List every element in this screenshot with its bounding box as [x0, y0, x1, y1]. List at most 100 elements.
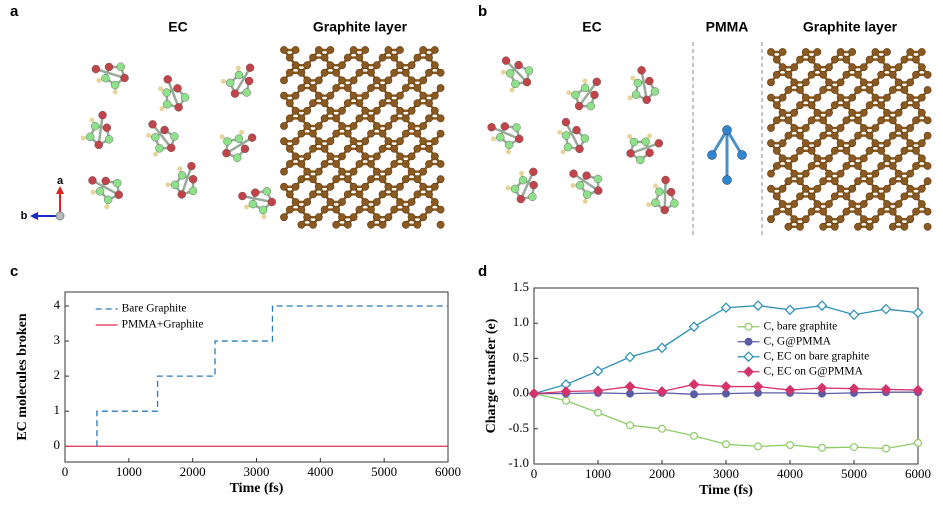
atom	[390, 53, 399, 62]
atom	[877, 101, 886, 110]
atom	[825, 63, 833, 72]
origin	[55, 211, 65, 221]
atom	[490, 136, 496, 142]
panel-label: b	[478, 3, 487, 20]
bond	[225, 136, 253, 155]
marker	[528, 388, 540, 399]
atom	[114, 190, 123, 199]
atom	[251, 188, 260, 197]
marker	[624, 351, 636, 363]
atom	[355, 160, 364, 168]
atom	[384, 167, 393, 176]
atom	[888, 207, 897, 216]
atom	[378, 53, 387, 62]
atom	[436, 220, 445, 229]
atom	[396, 106, 404, 115]
atom	[836, 184, 845, 193]
atom	[772, 55, 781, 64]
atom	[314, 76, 323, 85]
atom	[390, 160, 399, 168]
atom	[871, 184, 880, 193]
atom	[819, 116, 828, 125]
atom	[367, 68, 375, 77]
atom	[378, 99, 387, 108]
atom	[854, 162, 862, 170]
atom	[90, 189, 96, 195]
legend-marker	[744, 337, 753, 346]
atom	[900, 101, 909, 110]
atom	[836, 169, 845, 178]
marker	[656, 342, 668, 354]
atom	[900, 192, 909, 201]
atom	[807, 162, 816, 170]
atom	[158, 86, 164, 92]
atom	[384, 122, 393, 130]
atom	[320, 205, 329, 214]
atom	[314, 167, 323, 176]
atom	[159, 106, 165, 112]
atom	[297, 114, 306, 123]
atom	[173, 84, 182, 93]
atom	[917, 184, 926, 193]
atom	[384, 46, 393, 54]
atom	[580, 83, 590, 93]
atom	[104, 135, 114, 144]
atom	[314, 182, 323, 191]
atom	[285, 53, 294, 62]
atom	[396, 198, 404, 206]
atom	[430, 137, 439, 146]
graphite-label: Graphite layer	[803, 19, 898, 35]
atom	[280, 137, 288, 146]
atom	[425, 205, 433, 214]
atom	[767, 184, 775, 193]
atom	[737, 150, 747, 160]
atom	[836, 93, 845, 102]
atom	[923, 116, 932, 125]
y-tick-label: 0.0	[513, 385, 529, 400]
atom	[516, 194, 526, 204]
atom	[784, 86, 793, 94]
y-axis-title: EC molecules broken	[15, 313, 30, 441]
atom	[367, 129, 375, 138]
atom	[309, 99, 317, 108]
atom	[854, 86, 862, 94]
atom	[825, 78, 833, 87]
bond	[91, 179, 120, 196]
atom	[650, 87, 660, 96]
atom	[338, 106, 346, 115]
atom	[314, 91, 323, 100]
atom	[877, 116, 886, 125]
atom	[160, 125, 169, 135]
atom	[859, 215, 868, 224]
atom	[303, 76, 312, 85]
atom	[332, 160, 341, 168]
atom	[883, 184, 891, 193]
atom	[778, 63, 787, 72]
atom	[96, 77, 102, 83]
atom	[188, 175, 198, 184]
atom	[355, 190, 364, 199]
atom	[842, 55, 851, 64]
atom	[309, 190, 317, 199]
pmma-label: PMMA	[706, 19, 749, 35]
marker	[784, 304, 796, 316]
atom	[303, 122, 312, 130]
atom	[859, 169, 868, 178]
atom	[349, 91, 358, 100]
atom	[906, 93, 915, 102]
atom	[314, 137, 323, 146]
atom	[367, 84, 375, 92]
x-axis-title: Time (fs)	[230, 481, 284, 496]
atom	[894, 78, 903, 87]
atom	[571, 90, 580, 100]
atom	[320, 68, 329, 77]
atom	[146, 132, 152, 138]
marker	[880, 384, 892, 395]
atom	[88, 176, 97, 185]
atom	[326, 46, 335, 54]
atom	[641, 137, 650, 146]
y-tick-label: -1.0	[508, 455, 529, 470]
atom	[767, 124, 775, 132]
atom	[314, 122, 323, 130]
